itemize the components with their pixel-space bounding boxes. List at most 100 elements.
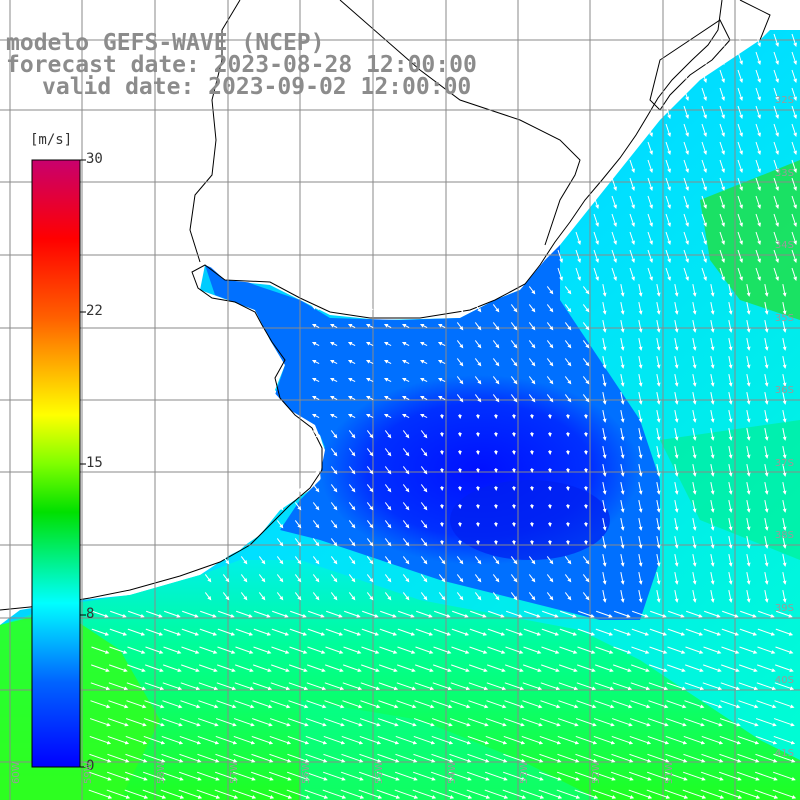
wind-arrow [764, 482, 769, 495]
wind-arrow [629, 231, 635, 245]
wind-arrow [557, 249, 563, 263]
wind-arrow [360, 700, 381, 709]
wind-arrow [179, 718, 201, 727]
wind-arrow [593, 753, 616, 763]
wind-arrow [240, 556, 248, 565]
wind-arrow [214, 789, 239, 799]
wind-arrow [311, 413, 320, 419]
wind-arrow [144, 682, 165, 691]
wind-arrow [294, 538, 302, 547]
wind-arrow [629, 159, 635, 173]
wind-arrow [342, 700, 363, 709]
wind-arrow [217, 664, 236, 672]
wind-arrow [764, 572, 769, 585]
wind-arrow [701, 51, 707, 65]
wind-arrow [341, 718, 363, 727]
wind-arrow [311, 323, 320, 329]
wind-arrow [232, 789, 257, 799]
wind-arrow [602, 302, 607, 315]
wind-arrow [582, 394, 590, 403]
wind-arrow [649, 646, 668, 654]
wind-arrow [611, 249, 617, 263]
wind-arrow [329, 413, 338, 419]
wind-arrow [233, 735, 256, 745]
wind-arrow [433, 646, 452, 654]
wind-arrow [323, 753, 346, 763]
wind-arrow [728, 500, 733, 513]
wind-arrow [110, 610, 127, 618]
wind-arrow [620, 518, 625, 531]
legend-tick-0: 0 [86, 758, 95, 774]
wind-arrow [775, 664, 794, 672]
wind-arrow [629, 735, 652, 745]
wind-arrow [521, 735, 544, 745]
wind-arrow [107, 735, 130, 745]
wind-arrow [294, 556, 302, 565]
wind-arrow [559, 628, 578, 636]
wind-arrow [163, 628, 182, 636]
wind-arrow [773, 105, 779, 119]
wind-arrow [755, 267, 761, 281]
wind-arrow [492, 340, 500, 349]
wind-arrow [720, 682, 741, 691]
wind-arrow [398, 610, 415, 618]
wind-arrow [348, 484, 356, 493]
lon-label: 54W [447, 761, 458, 784]
wind-arrow [610, 771, 634, 781]
wind-arrow [330, 502, 338, 511]
wind-arrow [268, 789, 293, 799]
wind-arrow [791, 195, 797, 209]
wind-arrow [342, 682, 363, 691]
wind-arrow [396, 700, 417, 709]
wind-arrow [325, 628, 344, 636]
wind-arrow [582, 574, 590, 583]
wind-arrow [773, 33, 779, 47]
wind-arrow [326, 610, 343, 618]
wind-arrow [199, 664, 218, 672]
wind-arrow [758, 610, 775, 618]
wind-arrow [611, 735, 634, 745]
wind-arrow [330, 430, 338, 439]
wind-arrow [450, 682, 471, 691]
wind-arrow [575, 718, 597, 727]
wind-arrow [401, 413, 410, 419]
wind-arrow [791, 231, 797, 245]
wind-arrow [401, 323, 410, 329]
wind-arrow [539, 735, 562, 745]
wind-arrow [234, 682, 255, 691]
wind-arrow [199, 628, 218, 636]
wind-arrow [160, 789, 185, 799]
wind-arrow [710, 572, 715, 585]
wind-arrow [204, 574, 212, 583]
wind-arrow [656, 554, 661, 567]
wind-arrow [701, 123, 707, 137]
wind-arrow [755, 718, 777, 727]
wind-arrow [564, 286, 572, 295]
wind-arrow [359, 718, 381, 727]
wind-arrow [528, 592, 536, 601]
wind-arrow [294, 520, 302, 529]
wind-arrow [773, 159, 779, 173]
wind-arrow [773, 69, 779, 83]
legend-unit: [m/s] [30, 132, 73, 148]
wind-arrow [361, 646, 380, 654]
wind-arrow [92, 610, 109, 618]
wind-arrow [348, 520, 356, 529]
wind-arrow [665, 123, 671, 137]
wind-arrow [204, 592, 212, 601]
wind-arrow [612, 700, 633, 709]
wind-arrow [656, 302, 661, 315]
wind-arrow [782, 320, 787, 333]
wind-arrow [466, 789, 491, 799]
wind-arrow [710, 410, 715, 423]
wind-arrow [683, 718, 705, 727]
wind-arrow [620, 590, 625, 603]
wind-arrow [782, 590, 787, 603]
wind-arrow [665, 159, 671, 173]
wind-arrow [312, 520, 320, 529]
wind-arrow [728, 392, 733, 405]
wind-arrow [366, 574, 374, 583]
wind-arrow [564, 556, 572, 565]
wind-arrow [557, 753, 580, 763]
wind-arrow [791, 141, 797, 155]
